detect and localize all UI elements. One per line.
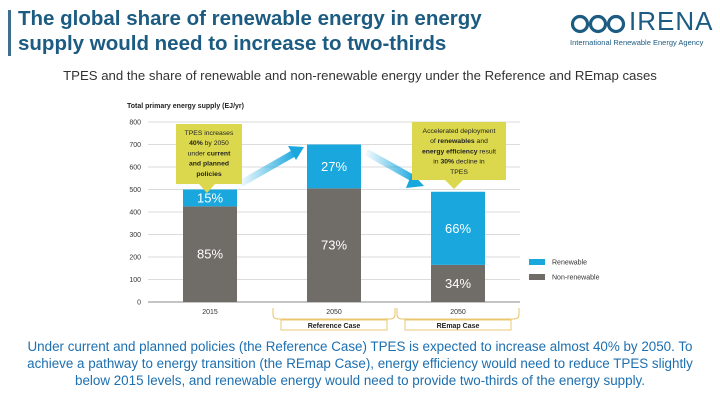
y-tick-label: 600: [129, 165, 141, 172]
chart-subtitle: TPES and the share of renewable and non-…: [63, 68, 657, 83]
legend-label: Renewable: [552, 260, 587, 267]
increase-arrow-shaft: [238, 148, 298, 188]
y-tick-label: 100: [129, 277, 141, 284]
callout-pointer: [199, 184, 215, 193]
group-label-text: REmap Case: [437, 323, 480, 330]
footer-caption: Under current and planned policies (the …: [27, 339, 693, 388]
legend-swatch: [529, 259, 545, 265]
group-label: REmap Case: [396, 308, 520, 331]
decrease-arrow-shaft: [364, 148, 418, 184]
y-tick-label: 700: [129, 142, 141, 149]
page-title: The global share of renewable energy in …: [18, 7, 482, 55]
group-label: Reference Case: [272, 308, 396, 331]
x-tick-label: 2050: [450, 309, 466, 316]
group-bracket: [396, 308, 520, 320]
y-axis-label: Total primary energy supply (EJ/yr): [127, 103, 244, 110]
y-tick-label: 800: [129, 120, 141, 127]
logo-subtext: International Renewable Energy Agency: [570, 38, 704, 47]
data-label-renewable: 27%: [321, 159, 347, 174]
callout-background: [176, 124, 242, 184]
data-label-non-renewable: 34%: [445, 276, 471, 291]
callout-text: Accelerated deployment of renewables and e…: [422, 128, 496, 176]
decrease-arrow-icon: [406, 173, 424, 188]
group-label-text: Reference Case: [308, 323, 361, 330]
bar-renewable: [431, 191, 485, 265]
callout-text: TPES increases 40% by 2050 under current an…: [185, 130, 234, 178]
data-label-renewable: 15%: [197, 190, 223, 205]
legend-renewable: Renewable: [529, 259, 587, 267]
bar-non-renewable: [183, 206, 237, 302]
callout-background: [412, 122, 506, 180]
increase-arrow-icon: [288, 146, 304, 160]
bar-non-renewable: [431, 264, 485, 302]
data-label-non-renewable: 73%: [321, 238, 347, 253]
y-tick-label: 400: [129, 210, 141, 217]
header-accent-bar: [8, 10, 11, 56]
bar-renewable: [183, 189, 237, 207]
y-tick-label: 200: [129, 255, 141, 262]
irena-logo-icon: [570, 14, 626, 34]
group-label-box: [280, 319, 388, 331]
bar-non-renewable: [307, 188, 361, 302]
group-label-box: [404, 319, 512, 331]
y-tick-label: 300: [129, 232, 141, 239]
bar-renewable: [307, 144, 361, 189]
legend-non-renewable: Non-renewable: [529, 274, 600, 282]
logo-text: IRENA: [629, 6, 714, 36]
y-tick-label: 500: [129, 187, 141, 194]
callout-pointer: [445, 180, 463, 189]
legend-swatch: [529, 274, 545, 280]
x-tick-label: 2050: [326, 309, 342, 316]
group-bracket: [272, 308, 396, 320]
legend-label: Non-renewable: [552, 275, 600, 282]
callout-box: TPES increases 40% by 2050 under current an…: [176, 124, 242, 193]
x-tick-label: 2015: [202, 309, 218, 316]
callout-box: Accelerated deployment of renewables and e…: [412, 122, 506, 189]
y-tick-label: 0: [137, 300, 141, 307]
data-label-renewable: 66%: [445, 221, 471, 236]
data-label-non-renewable: 85%: [197, 247, 223, 262]
